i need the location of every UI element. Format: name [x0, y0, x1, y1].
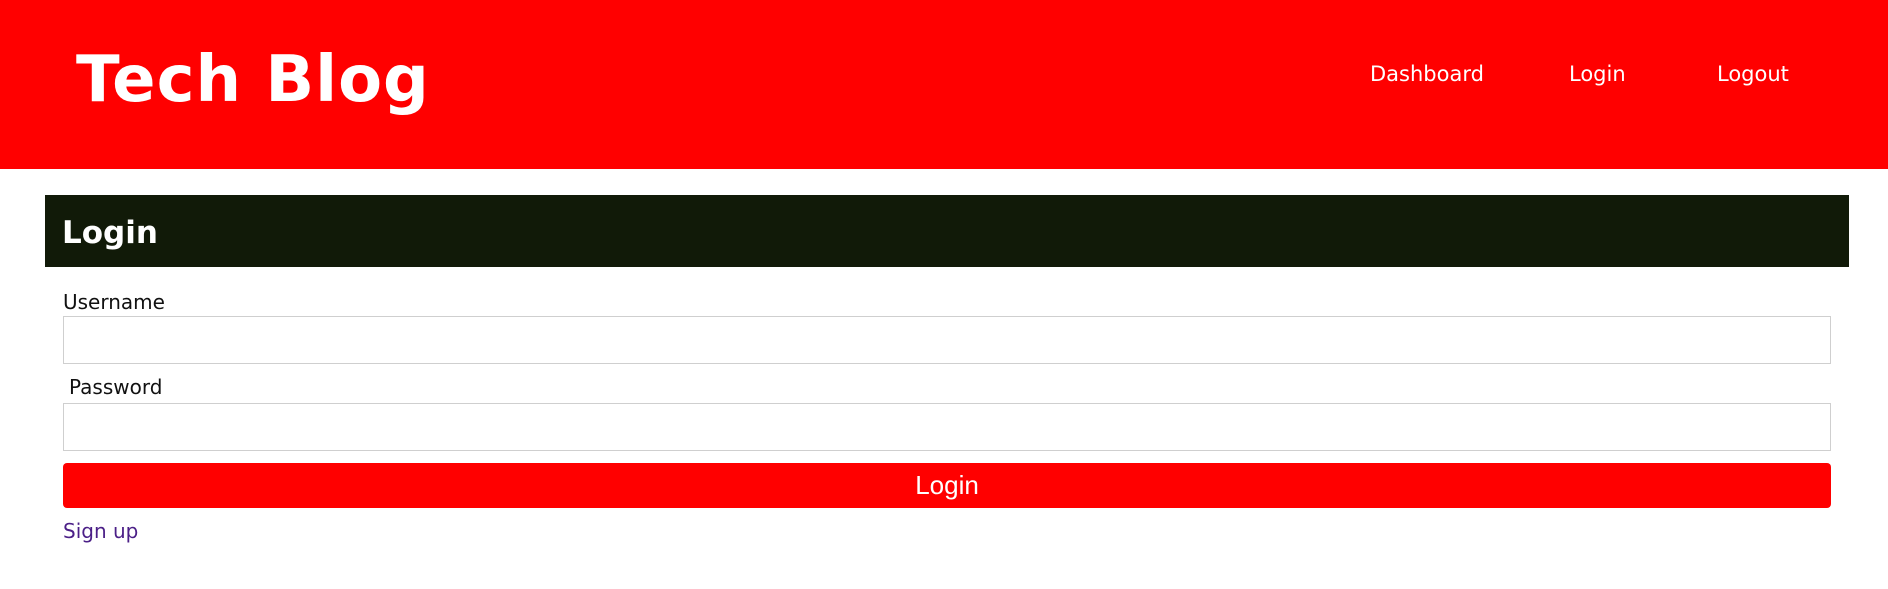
username-label: Username: [63, 290, 165, 314]
nav-logout-link[interactable]: Logout: [1717, 62, 1789, 86]
login-card-header: Login: [45, 195, 1849, 267]
signup-link[interactable]: Sign up: [63, 519, 139, 543]
username-input[interactable]: [63, 316, 1831, 364]
top-nav: Dashboard Login Logout: [0, 58, 1888, 90]
site-header: Tech Blog Dashboard Login Logout: [0, 0, 1888, 169]
login-submit-button[interactable]: Login: [63, 463, 1831, 508]
password-label: Password: [69, 375, 163, 399]
password-input[interactable]: [63, 403, 1831, 451]
nav-dashboard-link[interactable]: Dashboard: [1370, 62, 1484, 86]
nav-login-link[interactable]: Login: [1569, 62, 1626, 86]
login-card-title: Login: [62, 215, 158, 251]
site-title[interactable]: Tech Blog: [76, 43, 430, 117]
